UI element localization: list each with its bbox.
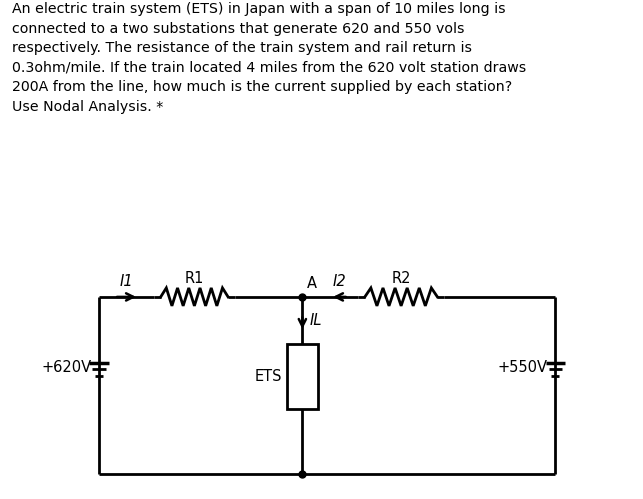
Text: ETS: ETS: [255, 369, 282, 384]
Text: An electric train system (ETS) in Japan with a span of 10 miles long is
connecte: An electric train system (ETS) in Japan …: [12, 2, 527, 114]
Text: I2: I2: [332, 274, 346, 289]
Text: +550V: +550V: [498, 360, 548, 375]
Text: R1: R1: [185, 271, 204, 286]
Text: A: A: [307, 276, 317, 291]
Text: +620V: +620V: [41, 360, 91, 375]
Text: R2: R2: [392, 271, 411, 286]
Bar: [287, 344, 318, 409]
Text: IL: IL: [310, 313, 322, 328]
Text: I1: I1: [120, 274, 133, 289]
